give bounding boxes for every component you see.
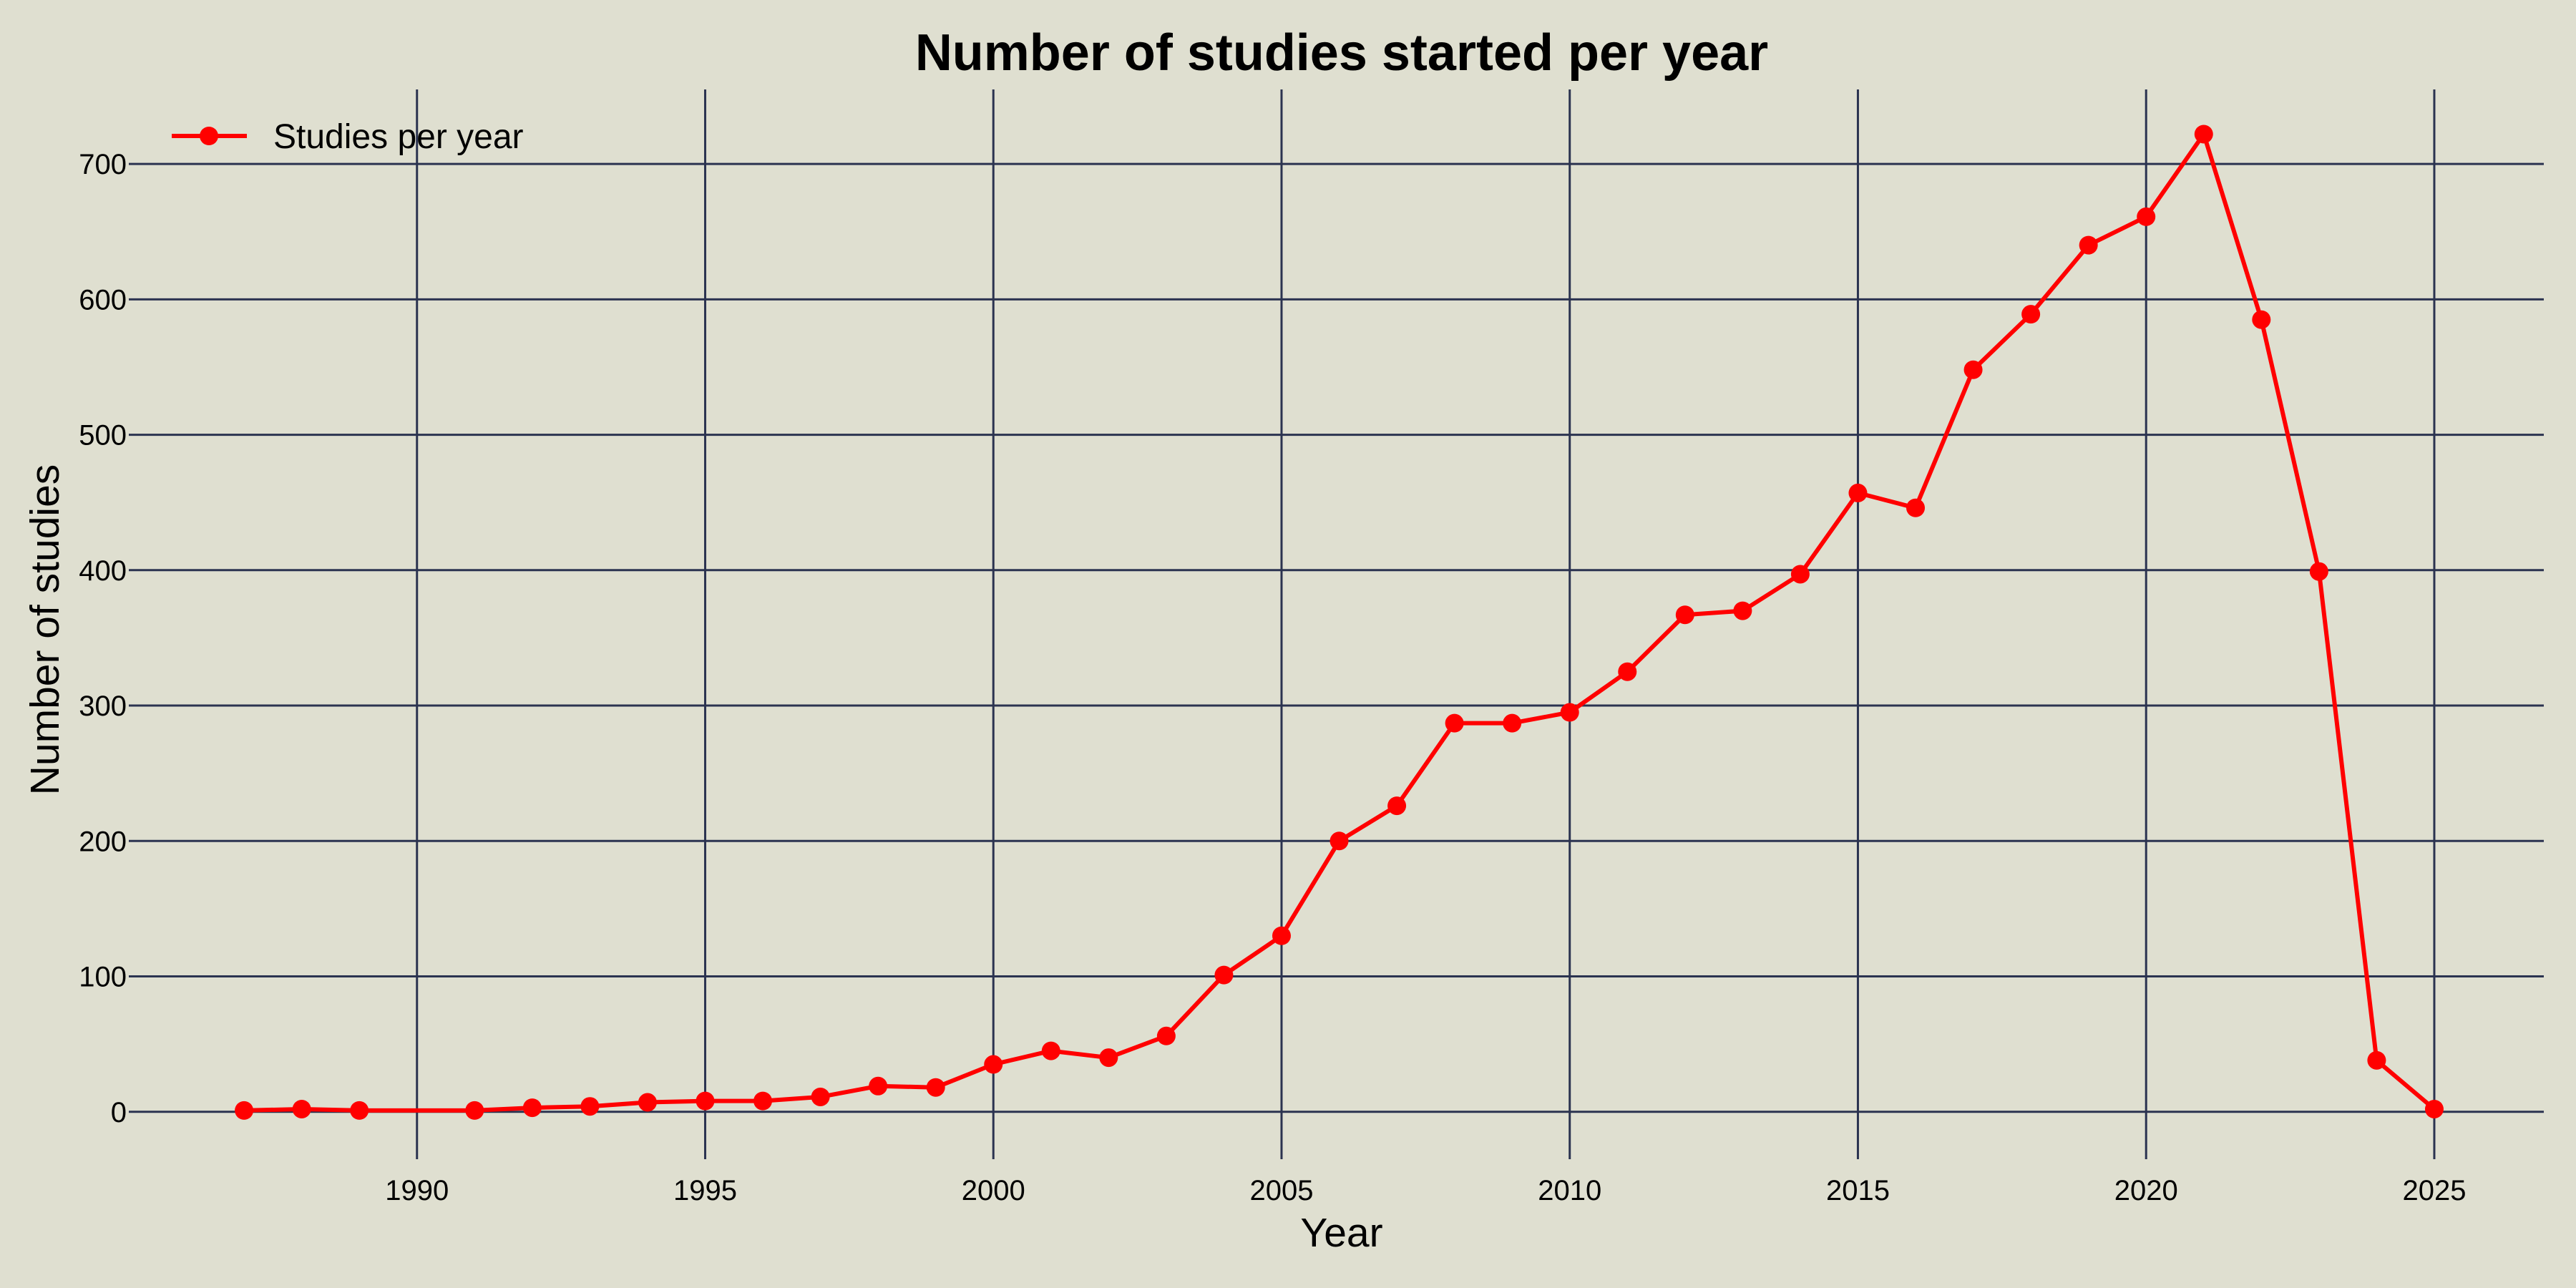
y-tick-label: 400 [79,555,127,587]
data-point [869,1076,888,1096]
y-tick-label: 100 [79,962,127,993]
x-tick-labels: 1990 1995 2000 2005 2010 2015 2020 2025 [385,1175,2466,1206]
data-point [580,1097,600,1116]
legend-label: Studies per year [273,118,524,156]
data-point [1272,926,1291,945]
y-tick-label: 600 [79,284,127,316]
x-tick-label: 2000 [962,1175,1025,1206]
x-tick-label: 2020 [2114,1175,2178,1206]
y-tick-label: 500 [79,420,127,452]
data-point [2194,125,2213,144]
series-line [244,132,2436,1113]
y-tick-label: 700 [79,149,127,180]
data-point [1387,796,1407,816]
series-studies-per-year [235,125,2444,1120]
data-point [638,1093,657,1112]
data-point [2021,305,2041,324]
data-point [984,1055,1003,1074]
data-point [1618,662,1637,681]
legend-marker-swatch [200,127,218,145]
data-point [1790,565,1810,584]
data-point [522,1098,542,1118]
data-point [2079,235,2098,255]
data-point [235,1101,254,1120]
x-tick-label: 1995 [673,1175,737,1206]
data-point [2252,310,2271,329]
data-point [2137,207,2156,226]
x-tick-label: 1990 [385,1175,449,1206]
y-tick-labels: 0 100 200 300 400 500 600 700 [79,149,127,1128]
data-point [696,1091,715,1111]
data-point [1214,965,1234,985]
data-point [292,1099,311,1118]
data-point [2424,1099,2444,1118]
data-point [1733,601,1752,620]
data-point [1041,1041,1060,1060]
data-point [465,1101,484,1120]
y-tick-label: 300 [79,691,127,722]
data-point [1848,483,1868,502]
x-tick-label: 2015 [1826,1175,1890,1206]
data-point [2367,1050,2386,1070]
x-tick-label: 2005 [1249,1175,1313,1206]
data-point [2309,562,2328,581]
data-point [1445,713,1464,733]
y-tick-label: 200 [79,826,127,857]
data-point [926,1078,945,1097]
data-point [753,1091,773,1111]
data-point [1560,703,1579,722]
chart-title: Number of studies started per year [915,24,1768,82]
x-axis-label: Year [1300,1210,1382,1256]
grid-lines [129,89,2544,1159]
data-point [1963,360,1983,379]
x-tick-label: 2010 [1538,1175,1601,1206]
y-axis-label: Number of studies [22,464,68,796]
data-point [1099,1048,1118,1068]
data-point [1156,1026,1176,1045]
data-point [1906,498,1926,517]
data-point [811,1087,830,1106]
data-point [1330,831,1349,851]
data-point [350,1101,369,1120]
x-tick-label: 2025 [2402,1175,2466,1206]
y-tick-label: 0 [111,1097,127,1128]
legend: Studies per year [172,118,524,156]
data-point [1503,713,1522,733]
data-point [1675,605,1694,625]
